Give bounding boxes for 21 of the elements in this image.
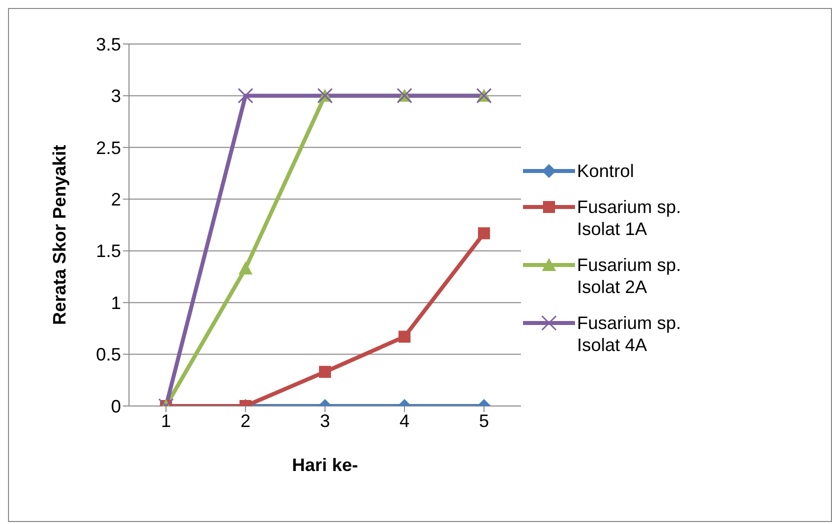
legend-label: Fusarium sp. Isolat 1A — [577, 196, 682, 240]
y-tick-label: 3.5 — [96, 34, 121, 54]
y-axis-title: Rerata Skor Penyakit — [49, 144, 70, 325]
legend-label: Fusarium sp. Isolat 2A — [577, 254, 682, 298]
point — [238, 261, 252, 274]
x-axis-title: Hari ke- — [292, 455, 358, 475]
point — [238, 88, 254, 104]
y-tick-label: 0.5 — [96, 344, 121, 365]
y-tick-label: 2 — [110, 190, 121, 210]
x-tick-label: 2 — [240, 410, 251, 431]
y-tick-label: 2.5 — [96, 138, 121, 158]
x-tick-label: 3 — [320, 410, 330, 431]
y-tick-label: 0 — [110, 396, 121, 416]
x-tick-label: 5 — [478, 410, 490, 431]
y-tick-label: 3 — [110, 86, 121, 106]
y-tick-label: 1.5 — [96, 241, 121, 262]
y-tick-label: 1 — [110, 292, 121, 313]
legend-label: Kontrol — [577, 160, 636, 182]
legend-label: Fusarium sp. Isolat 4A — [577, 312, 682, 356]
x-tick-label: 4 — [399, 410, 410, 431]
x-tick-label: 1 — [160, 410, 172, 431]
